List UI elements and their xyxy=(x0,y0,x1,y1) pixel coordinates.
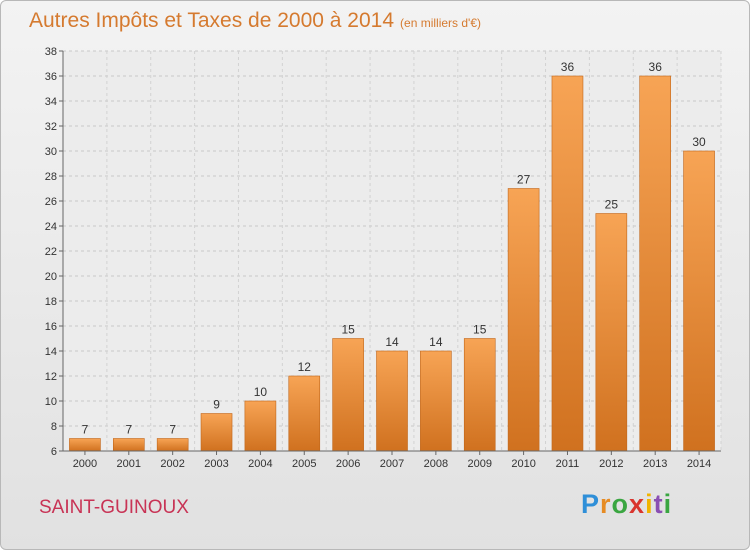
bar xyxy=(113,438,145,452)
bar xyxy=(420,350,452,452)
x-tick-label: 2007 xyxy=(380,458,404,470)
logo-letter: t xyxy=(653,489,664,519)
chart-title: Autres Impôts et Taxes de 2000 à 2014 (en… xyxy=(29,9,481,33)
y-tick-label: 32 xyxy=(45,121,57,133)
x-tick-label: 2003 xyxy=(204,458,228,470)
bar xyxy=(288,375,321,452)
chart-title-text: Autres Impôts et Taxes de 2000 à 2014 xyxy=(29,9,395,32)
bar xyxy=(244,400,277,452)
x-tick-label: 2013 xyxy=(643,458,667,470)
x-tick-label: 2002 xyxy=(160,458,184,470)
x-tick-label: 2000 xyxy=(73,458,97,470)
y-tick-label: 30 xyxy=(45,146,57,158)
y-tick-label: 34 xyxy=(45,96,57,108)
y-tick-label: 36 xyxy=(45,71,57,83)
x-tick-label: 2010 xyxy=(511,458,535,470)
logo-letter: P xyxy=(581,489,601,519)
logo-letter: o xyxy=(611,489,630,519)
logo-letter: i xyxy=(645,489,654,519)
data-label: 7 xyxy=(82,423,89,437)
bar xyxy=(200,413,233,452)
data-label: 10 xyxy=(254,385,268,399)
logo-letter: x xyxy=(629,489,646,519)
data-label: 25 xyxy=(605,198,619,212)
y-tick-label: 28 xyxy=(45,171,57,183)
logo-letter: r xyxy=(600,489,612,519)
bar xyxy=(156,438,189,452)
bar xyxy=(69,438,101,452)
y-tick-label: 38 xyxy=(45,46,57,58)
x-tick-label: 2005 xyxy=(292,458,316,470)
data-label: 15 xyxy=(473,323,487,337)
bar xyxy=(507,188,540,452)
x-tick-label: 2009 xyxy=(467,458,491,470)
bar xyxy=(639,75,672,452)
y-tick-label: 18 xyxy=(45,296,57,308)
bar xyxy=(683,150,715,452)
proxiti-logo: Proxiti xyxy=(581,489,672,520)
x-tick-label: 2008 xyxy=(424,458,448,470)
place-name: SAINT-GUINOUX xyxy=(39,497,189,518)
y-tick-label: 6 xyxy=(51,446,57,458)
data-label: 14 xyxy=(385,335,399,349)
logo-letter: i xyxy=(663,489,673,519)
x-tick-label: 2004 xyxy=(248,458,272,470)
y-tick-label: 8 xyxy=(51,421,57,433)
y-tick-label: 12 xyxy=(45,371,57,383)
x-tick-label: 2006 xyxy=(336,458,360,470)
x-tick-label: 2011 xyxy=(556,458,580,470)
data-label: 9 xyxy=(213,398,220,412)
bar xyxy=(463,338,496,452)
y-tick-label: 20 xyxy=(45,271,57,283)
data-label: 12 xyxy=(298,360,312,374)
data-label: 7 xyxy=(169,423,176,437)
x-tick-label: 2014 xyxy=(687,458,711,470)
x-tick-label: 2001 xyxy=(117,458,141,470)
y-tick-label: 26 xyxy=(45,196,57,208)
x-tick-label: 2012 xyxy=(599,458,623,470)
data-label: 7 xyxy=(125,423,132,437)
y-tick-label: 16 xyxy=(45,321,57,333)
y-tick-label: 10 xyxy=(45,396,57,408)
data-label: 27 xyxy=(517,173,531,187)
bar xyxy=(595,213,628,452)
y-tick-label: 22 xyxy=(45,246,57,258)
y-tick-label: 24 xyxy=(45,221,57,233)
data-label: 36 xyxy=(649,60,663,74)
data-label: 30 xyxy=(692,135,706,149)
data-label: 36 xyxy=(561,60,575,74)
bar xyxy=(332,338,364,452)
data-label: 15 xyxy=(341,323,355,337)
bar xyxy=(551,75,584,452)
data-label: 14 xyxy=(429,335,443,349)
y-tick-label: 14 xyxy=(45,346,57,358)
bar xyxy=(376,350,408,452)
chart-unit: (en milliers d'€) xyxy=(400,16,482,30)
